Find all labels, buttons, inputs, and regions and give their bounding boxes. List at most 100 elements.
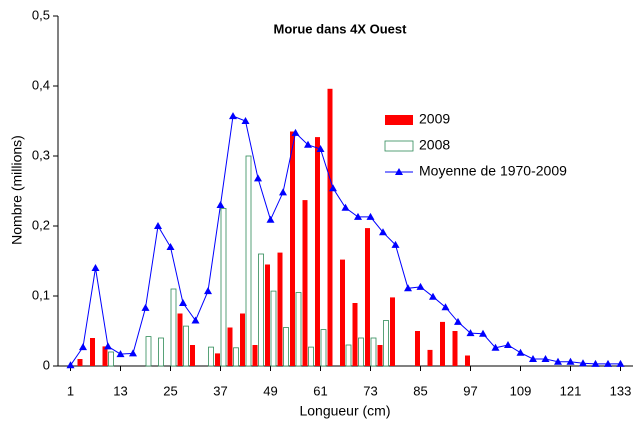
marker bbox=[179, 299, 187, 306]
marker bbox=[529, 355, 537, 362]
y-tick-label: 0,2 bbox=[32, 217, 50, 232]
legend-swatch bbox=[385, 115, 413, 125]
chart-title: Morue dans 4X Ouest bbox=[274, 21, 408, 36]
bar bbox=[283, 327, 289, 367]
bar bbox=[290, 131, 295, 366]
x-tick-label: 37 bbox=[213, 383, 227, 398]
x-tick-label: 61 bbox=[313, 383, 327, 398]
bar bbox=[352, 303, 358, 366]
bar bbox=[220, 208, 227, 367]
marker bbox=[129, 349, 137, 357]
legend-swatch bbox=[384, 140, 414, 152]
marker bbox=[554, 357, 562, 365]
legend-marker bbox=[395, 168, 403, 175]
marker bbox=[441, 303, 450, 311]
marker bbox=[304, 140, 312, 148]
marker bbox=[354, 212, 362, 220]
marker bbox=[104, 342, 112, 350]
marker bbox=[191, 316, 200, 324]
bar bbox=[427, 349, 433, 366]
x-tick-label: 85 bbox=[413, 383, 427, 398]
marker bbox=[241, 117, 250, 124]
marker bbox=[204, 287, 212, 295]
bar bbox=[108, 351, 114, 367]
marker bbox=[379, 228, 387, 236]
bar bbox=[227, 327, 233, 366]
bar bbox=[102, 346, 108, 366]
bar bbox=[295, 292, 302, 367]
marker bbox=[254, 174, 262, 182]
bar bbox=[270, 290, 277, 367]
bar bbox=[358, 337, 364, 367]
marker bbox=[116, 350, 125, 358]
x-tick-label: 1 bbox=[67, 383, 74, 398]
bar bbox=[315, 137, 320, 366]
y-tick-label: 0,1 bbox=[32, 287, 50, 302]
bar bbox=[190, 345, 195, 366]
legend-label: Moyenne de 1970-2009 bbox=[419, 163, 567, 179]
bar bbox=[183, 325, 189, 367]
bar bbox=[245, 155, 252, 367]
marker bbox=[579, 359, 587, 367]
marker bbox=[79, 343, 87, 351]
marker bbox=[341, 203, 350, 211]
bar bbox=[215, 353, 220, 366]
legend-label: 2009 bbox=[419, 111, 450, 127]
x-tick-label: 121 bbox=[560, 383, 582, 398]
bar bbox=[415, 331, 420, 366]
x-axis-label: Longueur (cm) bbox=[299, 403, 390, 419]
bar bbox=[158, 337, 164, 367]
marker bbox=[566, 357, 575, 365]
bar bbox=[145, 336, 152, 367]
bar bbox=[90, 338, 95, 366]
marker bbox=[229, 112, 237, 120]
marker bbox=[429, 292, 437, 300]
marker bbox=[591, 359, 600, 367]
marker bbox=[329, 184, 337, 192]
bar bbox=[345, 344, 352, 367]
bar bbox=[452, 331, 458, 366]
y-tick-label: 0 bbox=[43, 357, 50, 372]
marker bbox=[216, 201, 225, 208]
bar bbox=[170, 288, 177, 367]
x-tick-label: 13 bbox=[113, 383, 127, 398]
marker bbox=[491, 343, 500, 351]
marker bbox=[141, 303, 150, 311]
bar bbox=[233, 347, 239, 367]
marker bbox=[266, 215, 275, 223]
bar bbox=[308, 346, 314, 367]
y-tick-label: 0,3 bbox=[32, 147, 50, 162]
bar bbox=[370, 337, 377, 367]
x-tick-label: 97 bbox=[463, 383, 477, 398]
bar bbox=[240, 313, 245, 366]
marker bbox=[391, 240, 400, 248]
x-tick-label: 109 bbox=[510, 383, 532, 398]
bar bbox=[177, 313, 183, 366]
bar bbox=[77, 359, 83, 366]
bar bbox=[320, 329, 327, 367]
marker bbox=[454, 317, 462, 325]
line bbox=[70, 115, 621, 366]
y-axis-label: Nombre (millions) bbox=[9, 135, 25, 245]
bar bbox=[208, 346, 214, 367]
x-tick-label: 49 bbox=[263, 383, 277, 398]
marker bbox=[154, 222, 162, 229]
bar bbox=[340, 259, 345, 366]
bar bbox=[258, 253, 264, 367]
marker bbox=[166, 243, 175, 250]
bar bbox=[252, 345, 258, 366]
bar bbox=[265, 264, 270, 366]
bar bbox=[383, 320, 389, 367]
marker bbox=[466, 329, 475, 337]
marker bbox=[66, 361, 75, 369]
bar bbox=[465, 355, 470, 366]
marker bbox=[404, 284, 412, 292]
legend-label: 2008 bbox=[419, 137, 450, 153]
marker bbox=[616, 359, 625, 367]
bar bbox=[302, 200, 308, 366]
y-tick-label: 0,4 bbox=[32, 77, 50, 92]
marker bbox=[479, 329, 487, 337]
marker bbox=[604, 359, 612, 367]
x-tick-label: 25 bbox=[163, 383, 177, 398]
